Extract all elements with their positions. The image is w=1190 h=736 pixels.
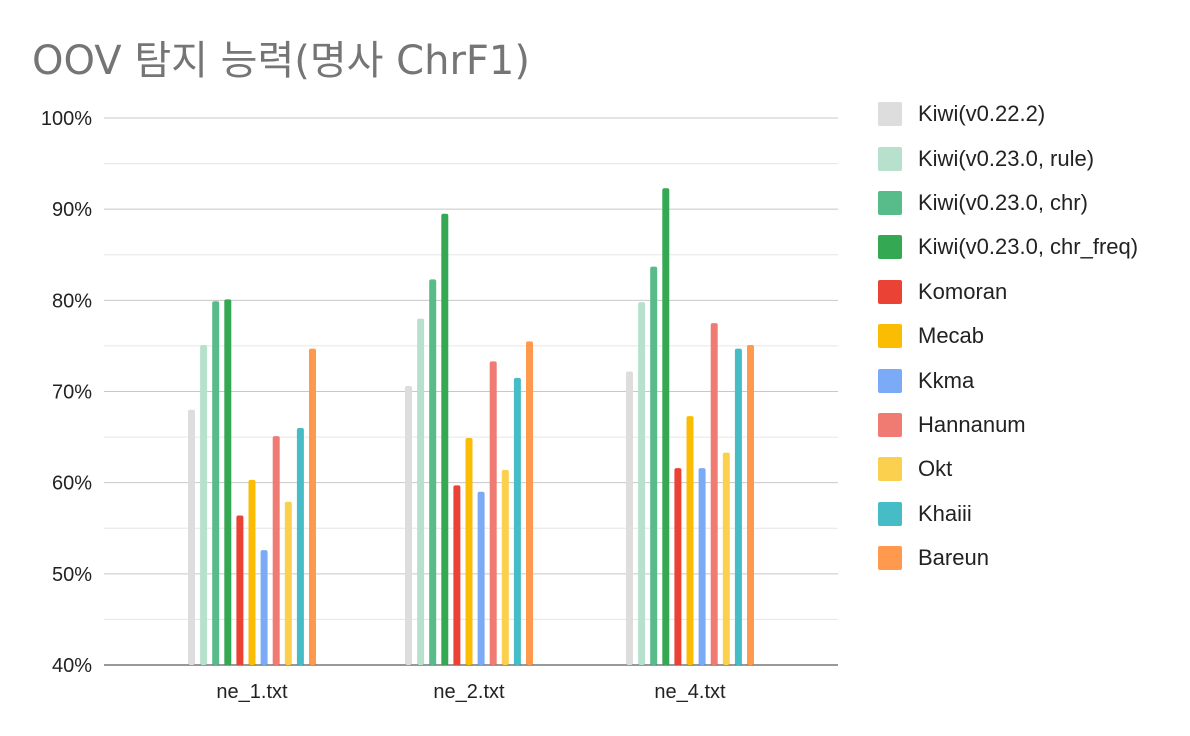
bar-kiwi-v0-23-0-chr-freq-ne-2-txt: [441, 213, 449, 665]
legend-label: Okt: [918, 456, 953, 482]
legend-item: Kiwi(v0.22.2): [878, 92, 1138, 136]
bars: [188, 188, 754, 665]
legend-item: Kkma: [878, 358, 1138, 402]
bar-hannanum-ne-2-txt: [489, 361, 497, 665]
y-tick-label: 70%: [52, 382, 92, 404]
bar-mecab-ne-2-txt: [465, 437, 473, 665]
y-axis-ticks: 40% 50% 60% 70% 80% 90% 100%: [41, 108, 92, 677]
legend-item: Kiwi(v0.23.0, chr_freq): [878, 225, 1138, 269]
legend-item: Khaiii: [878, 492, 1138, 536]
bar-kiwi-v0-22-2-ne-4-txt: [626, 371, 633, 665]
legend-label: Kiwi(v0.23.0, rule): [918, 145, 1095, 171]
legend-label: Bareun: [918, 545, 989, 571]
bar-kkma-ne-1-txt: [260, 550, 268, 665]
bar-bareun-ne-1-txt: [309, 348, 316, 665]
legend-swatch: [878, 324, 902, 349]
y-tick-label: 80%: [52, 290, 92, 312]
legend-item: Kiwi(v0.23.0, chr): [878, 181, 1138, 225]
legend-label: Mecab: [918, 323, 985, 349]
bar-mecab-ne-4-txt: [686, 416, 694, 665]
legend-label: Komoran: [918, 278, 1008, 304]
legend-item: Komoran: [878, 270, 1138, 314]
legend-swatch: [878, 412, 902, 437]
bar-kiwi-v0-22-2-ne-1-txt: [188, 409, 195, 665]
y-tick-label: 90%: [52, 199, 92, 221]
legend-item: Hannanum: [878, 403, 1138, 447]
legend-swatch: [878, 457, 902, 482]
y-tick-label: 100%: [41, 108, 92, 130]
x-tick-label: ne_4.txt: [654, 681, 726, 703]
bar-hannanum-ne-1-txt: [272, 436, 280, 665]
bar-okt-ne-1-txt: [284, 501, 292, 665]
legend-label: Hannanum: [918, 411, 1026, 437]
legend-swatch: [878, 146, 902, 171]
legend-item: Okt: [878, 447, 1138, 491]
x-tick-label: ne_1.txt: [216, 681, 288, 703]
bar-kkma-ne-2-txt: [477, 491, 485, 665]
bar-kiwi-v0-22-2-ne-2-txt: [405, 386, 412, 665]
legend-swatch: [878, 102, 902, 127]
legend-swatch: [878, 546, 902, 571]
legend-label: Khaiii: [918, 500, 972, 526]
bar-kiwi-v0-23-0-rule-ne-1-txt: [200, 345, 208, 665]
legend-swatch: [878, 368, 902, 393]
legend-label: Kiwi(v0.23.0, chr_freq): [918, 234, 1139, 260]
bar-hannanum-ne-4-txt: [710, 323, 718, 665]
bar-kiwi-v0-23-0-chr-freq-ne-4-txt: [662, 188, 670, 665]
bar-mecab-ne-1-txt: [248, 479, 256, 665]
bar-kiwi-v0-23-0-chr-ne-1-txt: [212, 301, 220, 665]
legend-swatch: [878, 279, 902, 304]
bar-kiwi-v0-23-0-chr-ne-2-txt: [429, 279, 437, 665]
bar-kkma-ne-4-txt: [698, 468, 706, 665]
legend-swatch: [878, 501, 902, 526]
bar-khaiii-ne-4-txt: [734, 348, 742, 665]
y-tick-label: 40%: [52, 655, 92, 677]
bar-kiwi-v0-23-0-chr-ne-4-txt: [650, 266, 658, 665]
bar-komoran-ne-2-txt: [453, 485, 461, 665]
legend-label: Kiwi(v0.23.0, chr): [918, 189, 1088, 215]
bar-okt-ne-4-txt: [722, 452, 730, 665]
legend-swatch: [878, 190, 902, 215]
legend-item: Bareun: [878, 536, 1138, 580]
legend-label: Kkma: [918, 367, 975, 393]
bar-kiwi-v0-23-0-rule-ne-2-txt: [417, 318, 425, 665]
y-tick-label: 50%: [52, 564, 92, 586]
bar-okt-ne-2-txt: [501, 469, 509, 665]
bar-komoran-ne-1-txt: [236, 515, 244, 665]
bar-kiwi-v0-23-0-rule-ne-4-txt: [638, 302, 646, 665]
y-tick-label: 60%: [52, 473, 92, 495]
legend-item: Kiwi(v0.23.0, rule): [878, 136, 1138, 180]
bar-kiwi-v0-23-0-chr-freq-ne-1-txt: [224, 299, 232, 665]
legend-item: Mecab: [878, 314, 1138, 358]
bar-bareun-ne-4-txt: [747, 345, 754, 665]
bar-bareun-ne-2-txt: [526, 341, 533, 665]
chart-title: OOV 탐지 능력(명사 ChrF1): [32, 38, 530, 84]
bar-khaiii-ne-2-txt: [513, 377, 521, 665]
x-tick-label: ne_2.txt: [433, 681, 505, 703]
legend-swatch: [878, 235, 902, 260]
x-axis-ticks: ne_1.txt ne_2.txt ne_4.txt: [216, 681, 726, 703]
legend-label: Kiwi(v0.22.2): [918, 101, 1046, 127]
legend: Kiwi(v0.22.2) Kiwi(v0.23.0, rule) Kiwi(v0.…: [878, 92, 1138, 580]
bar-komoran-ne-4-txt: [674, 468, 682, 665]
bar-khaiii-ne-1-txt: [296, 427, 304, 665]
